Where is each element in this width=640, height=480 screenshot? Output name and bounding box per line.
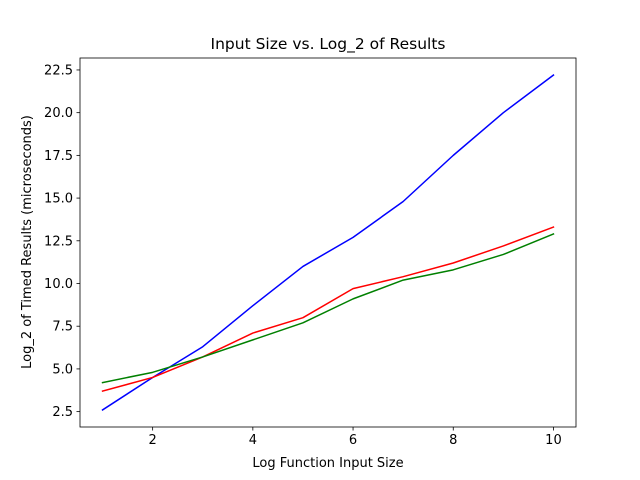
x-tick-label: 10	[545, 433, 562, 448]
x-tick-label: 2	[149, 433, 157, 448]
y-tick-label: 2.5	[52, 405, 73, 420]
y-tick-label: 22.5	[44, 63, 73, 78]
y-tick-label: 20.0	[44, 106, 73, 121]
series-line-1	[101, 74, 555, 411]
x-axis-label: Log Function Input Size	[252, 456, 403, 471]
y-tick-label: 7.5	[52, 320, 73, 335]
x-tick-label: 4	[249, 433, 257, 448]
y-tick-label: 15.0	[44, 192, 73, 207]
plot-area: 2 4 6 8 10 2.5 5.0 7.5 10.0 12.5 15.0 17.5 20.0 22.5	[44, 57, 577, 448]
axes-frame	[79, 57, 577, 428]
y-tick-label: 12.5	[44, 234, 73, 249]
y-tick-label: 10.0	[44, 277, 73, 292]
x-tick-label: 8	[449, 433, 457, 448]
series-line-3	[101, 232, 555, 384]
y-tick-label: 5.0	[52, 362, 73, 377]
x-tick-label: 6	[349, 433, 357, 448]
chart-title: Input Size vs. Log_2 of Results	[211, 35, 446, 54]
y-axis-label: Log_2 of Timed Results (microseconds)	[20, 115, 35, 369]
series-line-2	[101, 226, 555, 393]
y-tick-label: 17.5	[44, 149, 73, 164]
